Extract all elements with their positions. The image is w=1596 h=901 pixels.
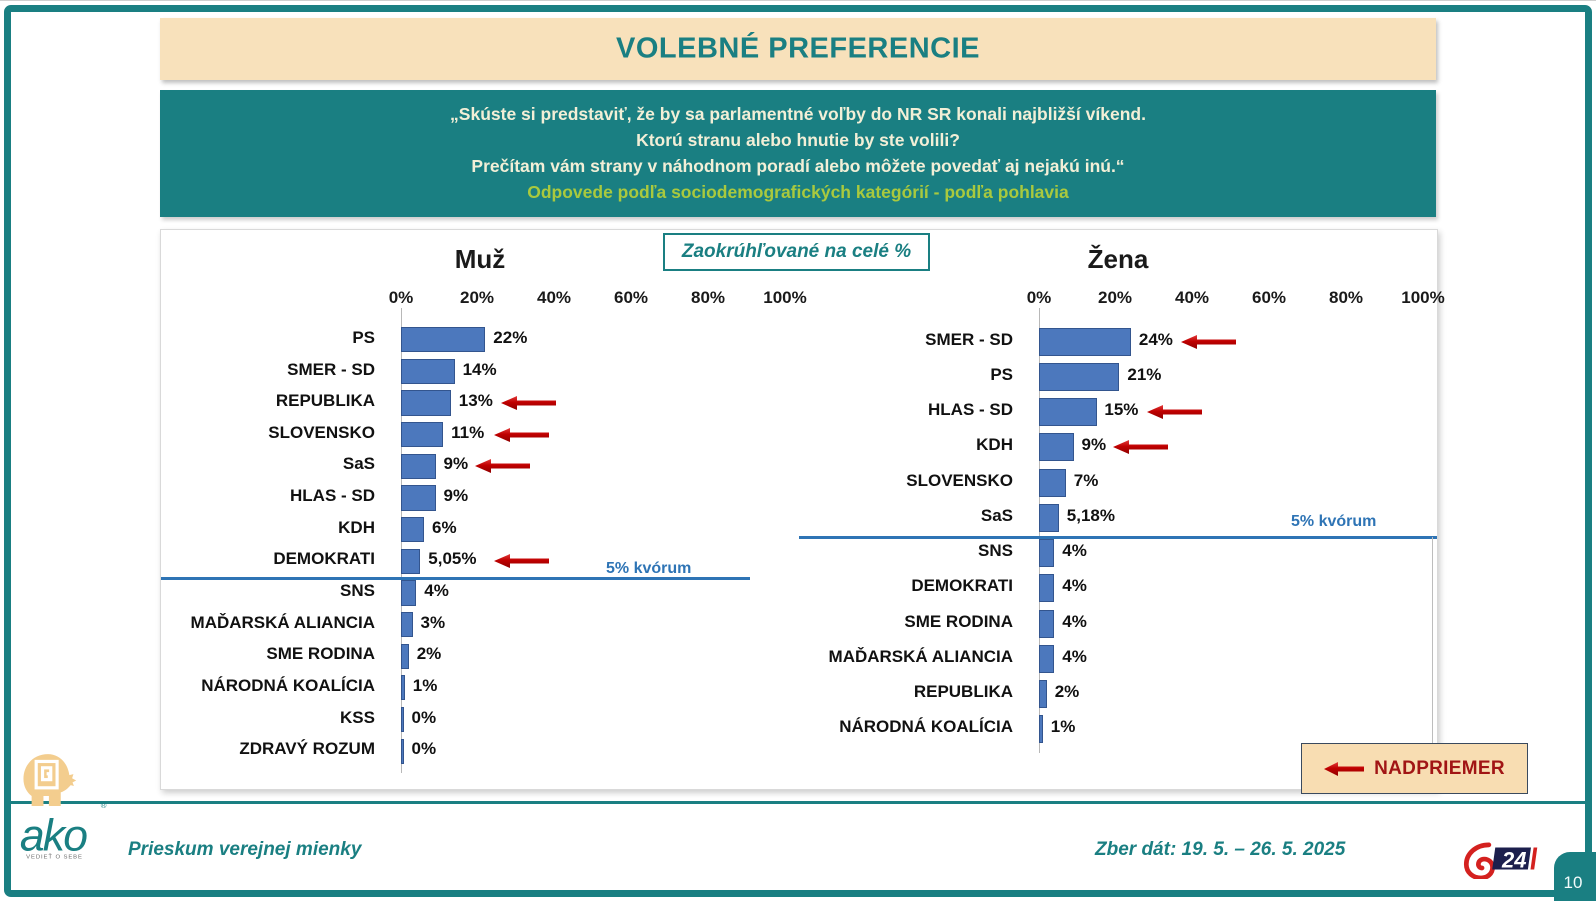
- svg-text:ako: ako: [20, 812, 87, 861]
- svg-text:®: ®: [101, 801, 107, 810]
- svg-text:24: 24: [1501, 847, 1527, 872]
